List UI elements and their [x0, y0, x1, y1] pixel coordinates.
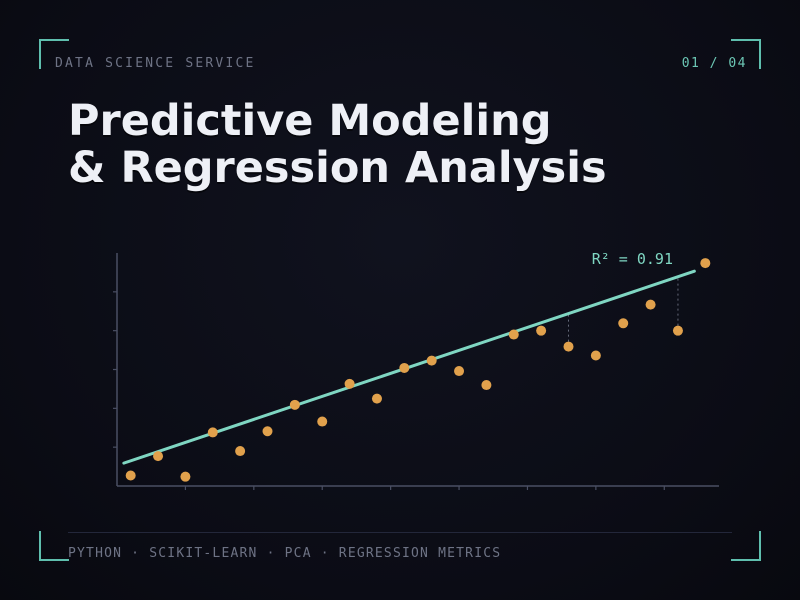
data-point — [180, 471, 191, 482]
frame-corner-top-left — [39, 39, 69, 69]
data-point — [371, 393, 382, 404]
data-point — [289, 399, 300, 410]
r-squared-label: R² = 0.91 — [592, 250, 673, 268]
data-point — [344, 378, 355, 389]
data-point — [399, 362, 410, 373]
frame-corner-top-right — [731, 39, 761, 69]
data-point — [672, 325, 683, 336]
data-point — [618, 318, 629, 329]
frame-corner-bottom-right — [731, 531, 761, 561]
data-point — [125, 470, 136, 481]
data-point — [454, 366, 465, 377]
page-title: Predictive Modeling & Regression Analysi… — [68, 98, 607, 192]
data-point — [536, 325, 547, 336]
title-line-1: Predictive Modeling — [68, 96, 552, 146]
data-point — [590, 350, 601, 361]
data-point — [262, 426, 273, 437]
data-point — [235, 446, 246, 457]
data-point — [481, 380, 492, 391]
data-point — [508, 329, 519, 340]
data-point — [645, 299, 656, 310]
eyebrow-label: DATA SCIENCE SERVICE — [55, 56, 256, 71]
data-point — [207, 427, 218, 438]
title-line-2: & Regression Analysis — [68, 143, 607, 193]
footer-divider — [68, 532, 732, 533]
data-point — [700, 258, 711, 269]
footer-tags: PYTHON · SCIKIT-LEARN · PCA · REGRESSION… — [68, 546, 502, 561]
slide-counter: 01 / 04 — [681, 56, 747, 71]
data-point — [563, 341, 574, 352]
data-point — [426, 355, 437, 366]
data-point — [153, 451, 164, 462]
frame-corner-bottom-left — [39, 531, 69, 561]
data-point — [317, 416, 328, 427]
